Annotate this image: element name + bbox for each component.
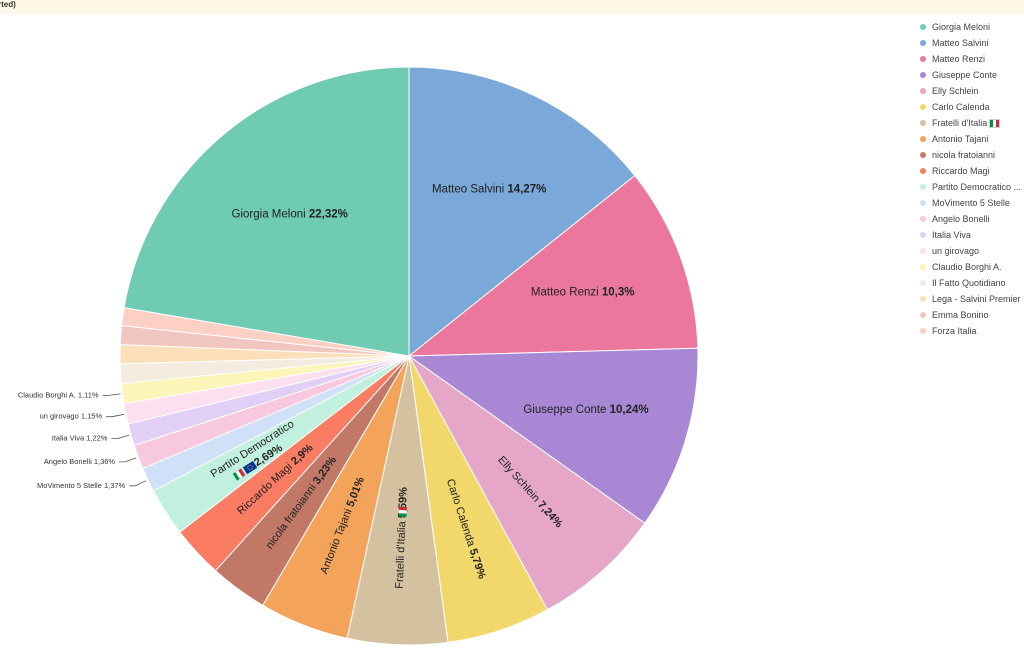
legend-label: Giorgia Meloni [932, 22, 991, 33]
legend-dot-icon [920, 215, 926, 222]
leader-line-un-girovago [106, 413, 124, 418]
leader-line-angelo-bonelli [119, 457, 137, 463]
leader-line-claudio-borghi-a [102, 393, 121, 396]
legend-dot-icon [920, 295, 926, 302]
legend-item-matteo-renzi[interactable]: Matteo Renzi [920, 53, 1024, 69]
legend-label: Claudio Borghi A. [932, 262, 1002, 273]
legend-item-il-fatto-quotidiano[interactable]: Il Fatto Quotidiano [920, 277, 1024, 293]
legend-label: MoVimento 5 Stelle [932, 198, 1010, 209]
legend-dot-icon [920, 311, 926, 318]
legend-dot-icon [920, 247, 926, 254]
legend-dot-icon [920, 167, 926, 174]
outside-label-movimento-5-stelle: MoVimento 5 Stelle 1,37% [37, 481, 126, 490]
svg-text:Giuseppe Conte 10,24%: Giuseppe Conte 10,24% [523, 404, 648, 416]
legend-label: Carlo Calenda [932, 102, 990, 113]
outside-label-claudio-borghi-a: Claudio Borghi A. 1,11% [18, 390, 99, 399]
outside-label-un-girovago: un girovago 1,15% [40, 412, 103, 421]
legend-dot-icon [920, 55, 926, 62]
legend-item-partito-democratico[interactable]: Partito Democratico ... [920, 181, 1024, 197]
legend-dot-icon [920, 199, 926, 206]
legend-dot-icon [920, 279, 926, 286]
legend-item-angelo-bonelli[interactable]: Angelo Bonelli [920, 213, 1024, 229]
legend-label: Angelo Bonelli [932, 214, 990, 225]
italy-flag-icon [989, 119, 1001, 129]
legend-item-fratelli-d-italia[interactable]: Fratelli d'Italia [920, 117, 1024, 133]
outside-label-italia-viva: Italia Viva 1,22% [52, 434, 108, 443]
legend-label: Il Fatto Quotidiano [932, 278, 1006, 289]
legend-item-claudio-borghi-a[interactable]: Claudio Borghi A. [920, 261, 1024, 277]
legend-item-giorgia-meloni[interactable]: Giorgia Meloni [920, 21, 1024, 37]
legend-item-italia-viva[interactable]: Italia Viva [920, 229, 1024, 245]
legend-label: nicola fratoianni [932, 150, 996, 161]
legend-item-nicola-fratoianni[interactable]: nicola fratoianni [920, 149, 1024, 165]
legend-label: Lega - Salvini Premier [932, 294, 1021, 305]
svg-text:Giorgia Meloni 22,32%: Giorgia Meloni 22,32% [232, 209, 348, 221]
legend-label: Giuseppe Conte [932, 70, 998, 81]
banner-text: rted) [0, 0, 16, 9]
legend-label: Matteo Renzi [932, 54, 986, 65]
legend-item-giuseppe-conte[interactable]: Giuseppe Conte [920, 69, 1024, 85]
legend-label: Antonio Tajani [932, 134, 989, 145]
legend-dot-icon [920, 231, 926, 238]
pie-slice-matteo-renzi[interactable] [407, 174, 699, 357]
legend-item-emma-bonino[interactable]: Emma Bonino [920, 309, 1024, 325]
legend-dot-icon [920, 327, 926, 334]
outside-label-angelo-bonelli: Angelo Bonelli 1,36% [44, 457, 116, 466]
legend-dot-icon [920, 183, 926, 190]
legend-label: Italia Viva [932, 230, 971, 241]
leader-line-movimento-5-stelle [129, 480, 147, 487]
legend-dot-icon [920, 135, 926, 142]
legend-label: Matteo Salvini [932, 38, 989, 49]
legend-item-lega-salvini-premier[interactable]: Lega - Salvini Premier [920, 293, 1024, 309]
legend-item-un-girovago[interactable]: un girovago [920, 245, 1024, 261]
legend-dot-icon [920, 103, 926, 110]
pie-chart: Matteo Salvini 14,27% Matteo Renzi 10,3% G… [18, 66, 699, 646]
legend-dot-icon [920, 71, 926, 78]
legend-item-riccardo-magi[interactable]: Riccardo Magi [920, 165, 1024, 181]
pie-slice-matteo-salvini[interactable] [408, 66, 636, 358]
svg-text:Matteo Renzi 10,3%: Matteo Renzi 10,3% [531, 287, 635, 299]
legend-item-elly-schlein[interactable]: Elly Schlein [920, 85, 1024, 101]
legend-label: Fratelli d'Italia [932, 118, 988, 129]
legend-dot-icon [920, 87, 926, 94]
pie-slice-giuseppe-conte[interactable] [407, 347, 699, 524]
legend-label: Emma Bonino [932, 310, 989, 321]
slice-label-giuseppe-conte: Giuseppe Conte 10,24% [523, 404, 648, 416]
legend-dot-icon [920, 39, 926, 46]
slice-label-giorgia-meloni: Giorgia Meloni 22,32% [232, 209, 348, 221]
legend-label: Partito Democratico ... [932, 182, 1022, 193]
legend-dot-icon [920, 23, 926, 30]
legend-item-carlo-calenda[interactable]: Carlo Calenda [920, 101, 1024, 117]
leader-line-italia-viva [111, 434, 130, 440]
legend-label: Elly Schlein [932, 86, 979, 97]
slice-label-matteo-salvini: Matteo Salvini 14,27% [432, 183, 546, 195]
svg-text:Matteo Salvini 14,27%: Matteo Salvini 14,27% [432, 183, 546, 195]
legend-item-movimento-5-stelle[interactable]: MoVimento 5 Stelle [920, 197, 1024, 213]
legend-dot-icon [920, 119, 926, 126]
pie-slice-giorgia-meloni[interactable] [123, 66, 410, 357]
slice-label-fratelli-d-italia: Fratelli d'Italia 5,59% [394, 487, 410, 589]
legend-label: Forza Italia [932, 326, 977, 337]
slice-label-matteo-renzi: Matteo Renzi 10,3% [531, 287, 635, 299]
legend-item-matteo-salvini[interactable]: Matteo Salvini [920, 37, 1024, 53]
legend-dot-icon [920, 263, 926, 270]
legend-item-antonio-tajani[interactable]: Antonio Tajani [920, 133, 1024, 149]
top-banner: rted) [0, 0, 1024, 13]
legend-label: un girovago [932, 246, 980, 257]
legend-label: Riccardo Magi [932, 166, 990, 177]
chart-legend: Giorgia Meloni Matteo Salvini Matteo Renzi… [920, 21, 1024, 341]
pie-slice-elly-schlein[interactable] [408, 355, 646, 611]
legend-item-forza-italia[interactable]: Forza Italia [920, 325, 1024, 341]
legend-dot-icon [920, 151, 926, 158]
